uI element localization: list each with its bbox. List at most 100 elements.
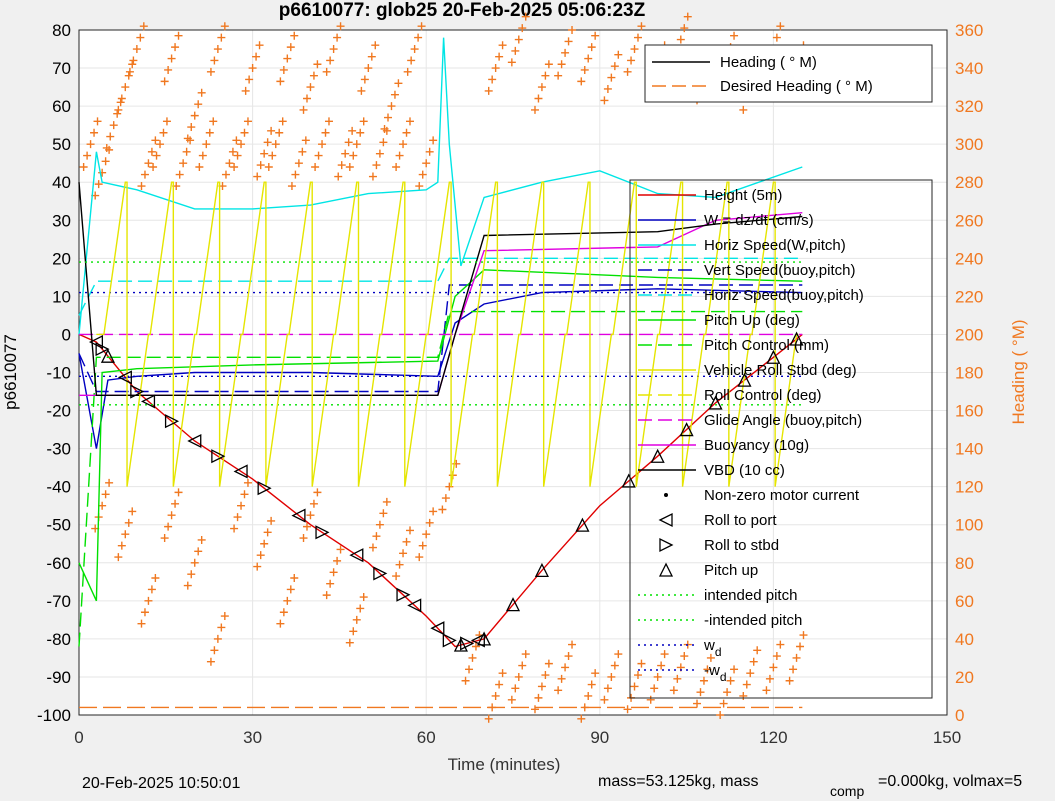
x-tick-labels: 0 30 60 90 120 150 (74, 728, 961, 747)
heading-marker (114, 105, 123, 114)
heading-marker (676, 35, 685, 44)
heading-marker (507, 695, 516, 704)
heading-marker (94, 180, 103, 189)
heading-marker (610, 661, 619, 670)
right-axis-label: Heading ( °M) (1009, 319, 1028, 424)
heading-marker (796, 642, 805, 651)
heading-marker (322, 67, 331, 76)
heading-marker (623, 705, 632, 714)
heading-legend: Heading ( ° M) Desired Heading ( ° M) (644, 44, 933, 103)
left-tick-labels: 80 70 60 50 40 30 20 10 0 -10 -20 -30 -40 -50 -60 -70 -8… (37, 21, 71, 725)
pitch-up-marker (708, 395, 723, 410)
heading-marker (121, 83, 130, 92)
heading-marker (321, 128, 330, 137)
heading-marker (253, 562, 262, 571)
heading-marker (561, 48, 570, 57)
x-tick-label: 60 (417, 728, 436, 747)
right-tick-label: 140 (955, 440, 983, 459)
footer-volmax: =0.000kg, volmax=5 (878, 773, 1022, 790)
heading-marker (248, 64, 257, 73)
heading-marker (394, 79, 403, 88)
heading-marker (554, 71, 563, 80)
heading-marker (237, 140, 246, 149)
heading-marker (364, 64, 373, 73)
heading-marker (772, 652, 781, 661)
pitch-up-marker (789, 331, 804, 346)
heading-marker (564, 652, 573, 661)
heading-marker (630, 682, 639, 691)
heading-marker (407, 56, 416, 65)
heading-marker (445, 482, 454, 491)
heading-marker (730, 31, 739, 40)
roll-stbd-marker (442, 633, 457, 648)
heading-marker (607, 73, 616, 82)
left-tick-label: 20 (52, 249, 71, 268)
heading-marker (769, 663, 778, 672)
legend-label: W = dz/dt (cm/s) (704, 212, 814, 229)
heading-marker (276, 619, 285, 628)
heading-marker (730, 665, 739, 674)
left-tick-label: 70 (52, 59, 71, 78)
heading-marker (121, 530, 130, 539)
heading-marker (279, 608, 288, 617)
heading-marker (105, 478, 114, 487)
heading-marker (541, 671, 550, 680)
pitch-up-marker (621, 473, 636, 488)
heading-marker (283, 596, 292, 605)
heading-marker (79, 163, 88, 171)
heading-marker (209, 117, 218, 126)
heading-marker (789, 665, 798, 674)
heading-marker (243, 117, 252, 126)
heading-marker (326, 56, 335, 65)
heading-marker (429, 507, 438, 516)
roll-stbd-marker (396, 587, 411, 602)
heading-marker (465, 665, 474, 674)
heading-marker (102, 143, 111, 152)
heading-marker (205, 128, 214, 137)
heading-marker (344, 138, 353, 147)
heading-marker (591, 669, 600, 678)
series-line (78, 310, 803, 647)
heading-marker (544, 60, 553, 69)
heading-marker (341, 149, 350, 158)
heading-marker (417, 22, 426, 31)
heading-marker (233, 513, 242, 522)
heading-marker (633, 671, 642, 680)
heading-marker (461, 676, 470, 685)
heading-marker (498, 41, 507, 50)
heading-marker (291, 170, 300, 179)
right-tick-label: 300 (955, 135, 983, 154)
heading-marker (217, 623, 226, 632)
heading-marker (221, 170, 230, 179)
heading-marker (345, 638, 354, 647)
roll-stbd-marker (257, 481, 272, 496)
heading-marker (90, 128, 99, 137)
heading-marker (278, 117, 287, 126)
heading-marker (232, 136, 241, 145)
heading-marker (253, 172, 262, 181)
heading-marker (136, 33, 145, 42)
heading-marker (202, 140, 211, 149)
heading-marker (359, 117, 368, 126)
heading-marker (739, 105, 748, 114)
heading-marker (418, 541, 427, 550)
pitch-up-marker (453, 637, 468, 652)
heading-marker (792, 653, 801, 662)
heading-legend-box (644, 44, 933, 103)
x-tick-label: 30 (243, 728, 262, 747)
plot-frame (78, 29, 948, 716)
heading-marker (534, 94, 543, 103)
heading-marker (514, 35, 523, 44)
main-legend-box (629, 179, 933, 699)
heading-marker (603, 684, 612, 693)
right-tick-label: 340 (955, 59, 983, 78)
right-tick-label: 220 (955, 287, 983, 306)
heading-marker (220, 612, 229, 621)
left-tick-label: 10 (52, 287, 71, 306)
heading-marker (132, 45, 141, 54)
heading-marker (514, 672, 523, 681)
roll-port-marker (140, 394, 156, 409)
heading-marker (336, 22, 345, 31)
roll-stbd-marker (460, 636, 475, 651)
heading-marker (633, 33, 642, 42)
